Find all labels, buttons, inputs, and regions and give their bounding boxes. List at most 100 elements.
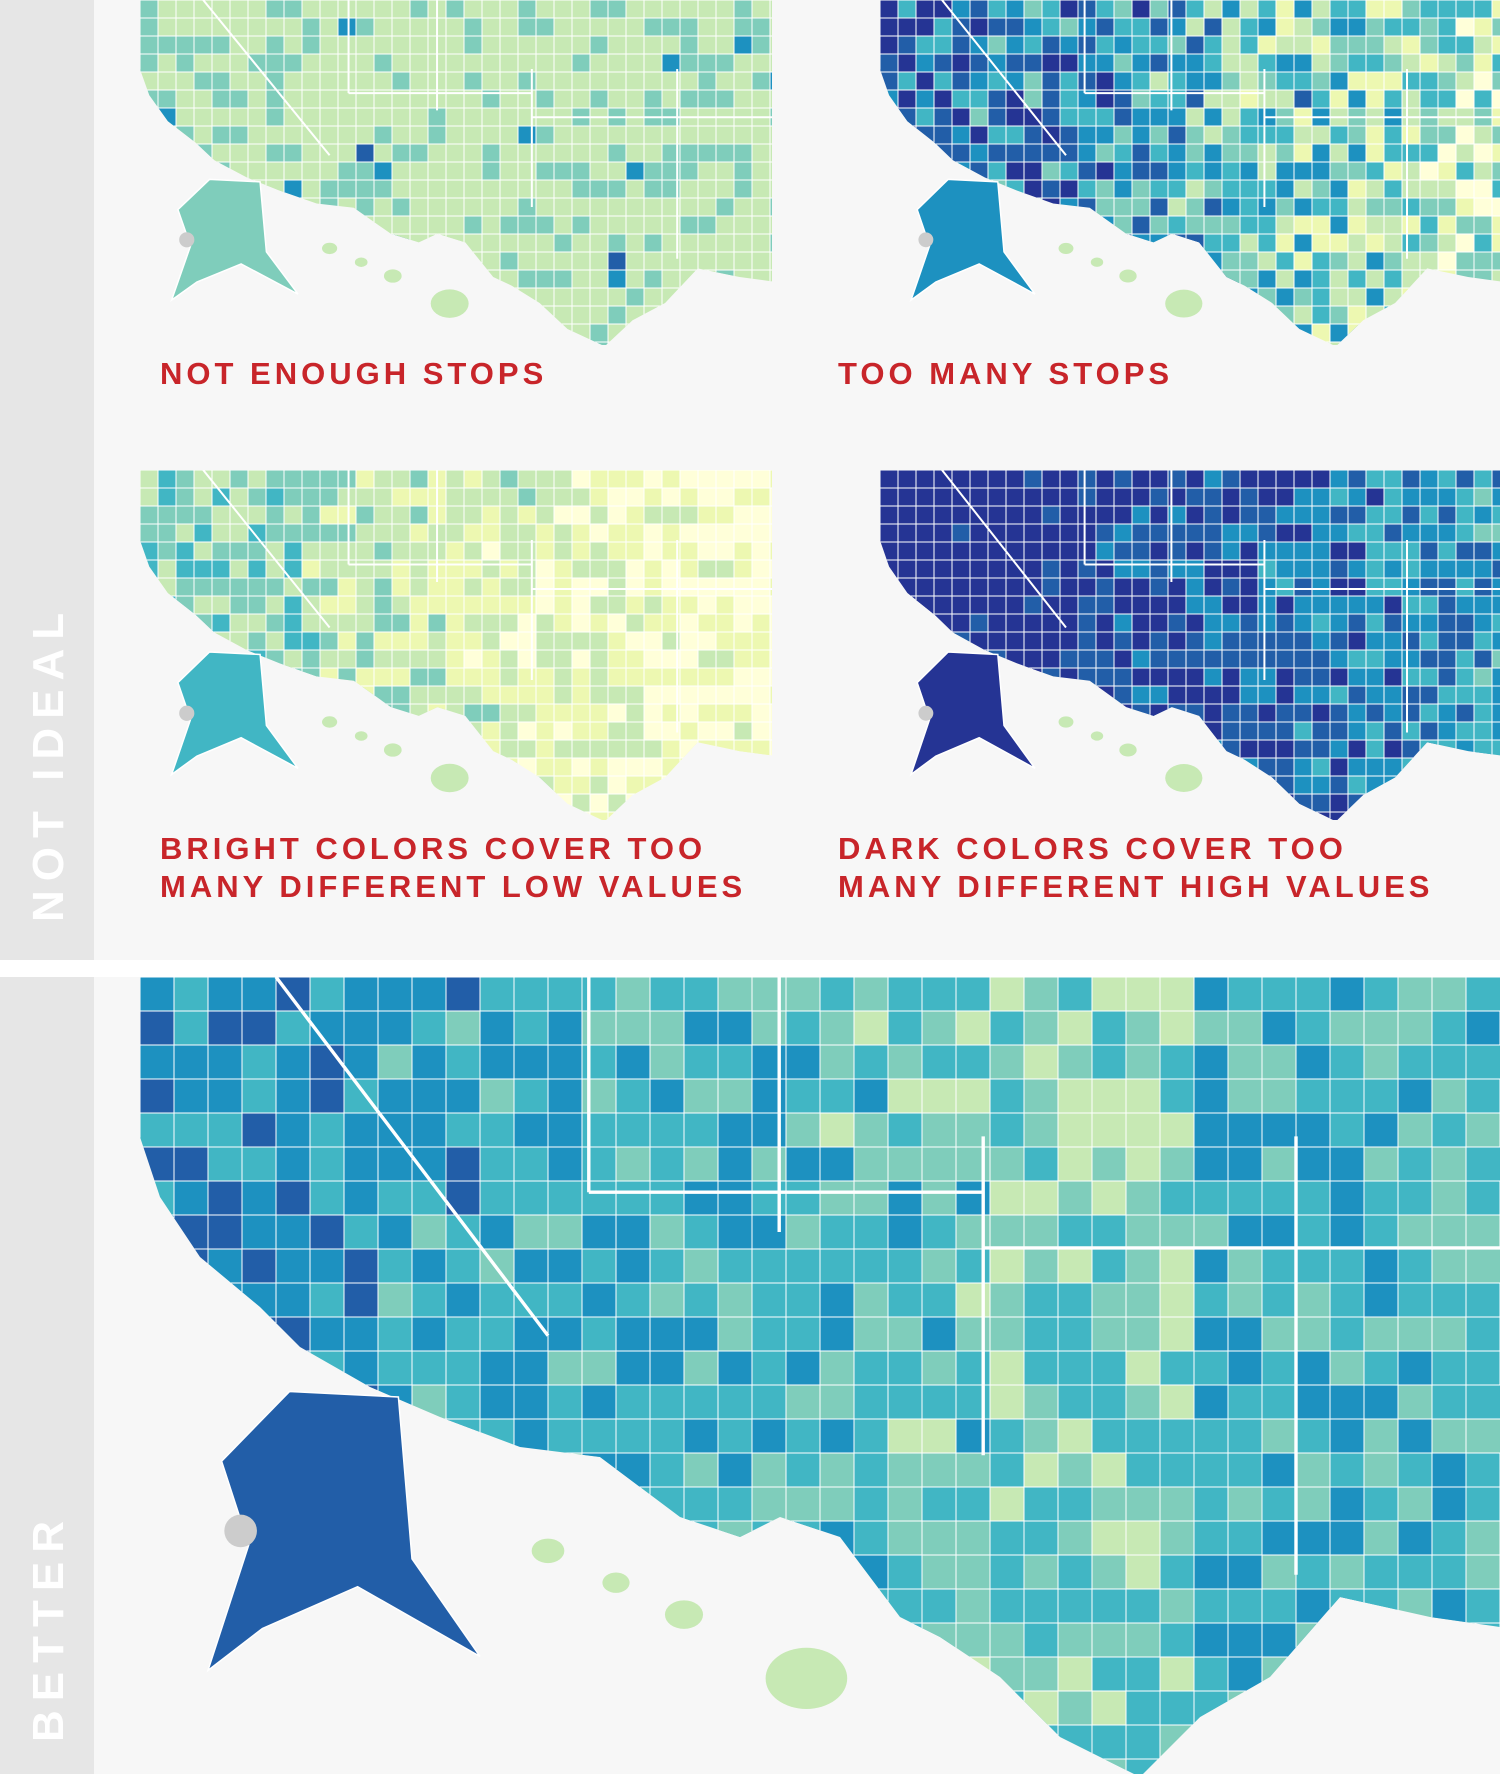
county-cell	[553, 323, 573, 343]
county-cell	[157, 793, 177, 813]
county-cell	[1455, 685, 1475, 705]
county-cell	[319, 559, 339, 579]
county-cell	[1193, 1520, 1229, 1556]
county-cell	[717, 1214, 753, 1250]
county-cell	[1295, 1520, 1331, 1556]
county-cell	[607, 595, 627, 615]
county-cell	[951, 595, 971, 615]
county-cell	[1473, 215, 1493, 235]
county-cell	[1057, 1316, 1093, 1352]
county-cell	[1295, 1486, 1331, 1522]
county-cell	[571, 523, 591, 543]
county-cell	[1149, 0, 1169, 19]
county-cell	[679, 685, 699, 705]
county-cell	[989, 1316, 1025, 1352]
county-cell	[1491, 287, 1500, 307]
county-cell	[1095, 757, 1115, 777]
county-cell	[1275, 215, 1295, 235]
county-cell	[319, 757, 339, 777]
county-cell	[337, 775, 357, 795]
county-cell	[683, 1010, 719, 1046]
county-cell	[1293, 269, 1313, 289]
county-cell	[343, 1622, 379, 1658]
county-cell	[697, 53, 717, 73]
county-cell	[1041, 541, 1061, 561]
county-cell	[1431, 1248, 1467, 1284]
county-cell	[1347, 269, 1367, 289]
county-cell	[1203, 775, 1223, 795]
county-cell	[1149, 739, 1169, 759]
county-cell	[679, 71, 699, 91]
alaska-inset	[170, 178, 299, 303]
county-cell	[140, 1418, 175, 1454]
county-cell	[615, 1418, 651, 1454]
county-cell	[173, 1316, 243, 1352]
county-cell	[1185, 793, 1205, 813]
county-cell	[571, 305, 591, 325]
county-cell	[1295, 1622, 1331, 1658]
county-cell	[955, 1044, 991, 1080]
county-cell	[751, 793, 771, 813]
county-cell	[679, 631, 699, 651]
county-cell	[355, 811, 375, 820]
county-cell	[391, 161, 411, 181]
county-cell	[1401, 251, 1421, 271]
county-cell	[649, 1758, 685, 1774]
county-cell	[1227, 1418, 1263, 1454]
county-cell	[301, 757, 321, 777]
county-cell	[499, 107, 519, 127]
county-cell	[1491, 775, 1500, 795]
county-cell	[607, 341, 645, 345]
county-cell	[553, 577, 573, 597]
county-cell	[513, 1452, 549, 1488]
county-cell	[319, 523, 339, 543]
county-cell	[535, 305, 555, 325]
county-cell	[409, 215, 429, 235]
county-cell	[1077, 305, 1097, 325]
county-cell	[1401, 721, 1421, 741]
county-cell	[513, 977, 549, 1012]
county-cell	[1167, 739, 1187, 759]
county-cell	[535, 161, 555, 181]
county-cell	[391, 811, 429, 820]
county-cell	[1125, 1112, 1161, 1148]
county-cell	[1185, 685, 1205, 705]
county-cell	[880, 251, 899, 271]
county-cell	[1455, 667, 1475, 687]
county-cell	[1329, 125, 1349, 145]
county-cell	[337, 559, 357, 579]
county-cell	[337, 631, 357, 651]
county-cell	[1329, 287, 1349, 307]
county-cell	[683, 1724, 719, 1760]
county-cell	[1005, 775, 1025, 795]
county-cell	[1261, 1418, 1297, 1454]
county-cell	[1125, 1078, 1161, 1114]
county-cell	[897, 523, 917, 543]
county-cell	[1347, 0, 1367, 19]
county-cell	[1059, 470, 1079, 489]
county-cell	[1167, 613, 1187, 633]
county-cell	[1125, 1350, 1161, 1386]
county-cell	[751, 1758, 787, 1774]
county-cell	[1465, 1588, 1500, 1624]
county-cell	[1261, 1588, 1297, 1624]
county-cell	[697, 341, 735, 345]
county-cell	[445, 487, 465, 507]
county-cell	[275, 1282, 311, 1318]
county-cell	[607, 487, 627, 507]
county-cell	[1125, 1180, 1161, 1216]
county-cell	[1149, 505, 1169, 525]
county-cell	[377, 1758, 447, 1774]
county-cell	[1401, 685, 1421, 705]
county-cell	[951, 757, 971, 777]
county-cell	[1113, 595, 1133, 615]
county-cell	[1131, 305, 1151, 325]
county-cell	[751, 269, 771, 289]
county-cell	[1383, 613, 1403, 633]
county-cell	[175, 793, 213, 813]
county-cell	[140, 215, 159, 235]
county-cell	[589, 757, 609, 777]
county-cell	[897, 577, 917, 597]
county-cell	[411, 1486, 481, 1522]
county-cell	[1455, 269, 1475, 289]
